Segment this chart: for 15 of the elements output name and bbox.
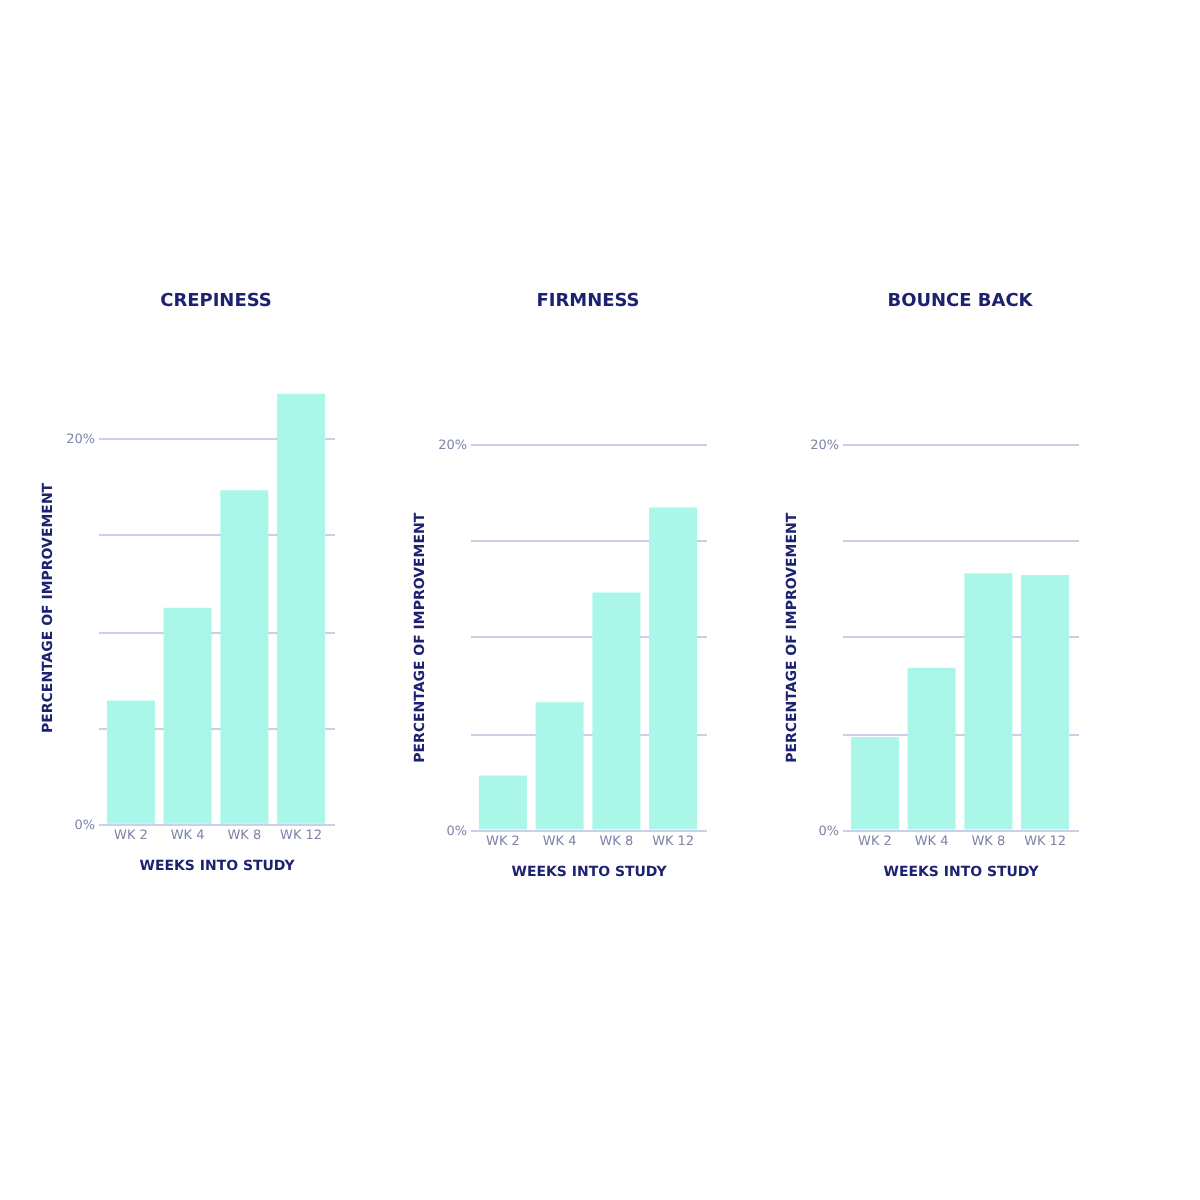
bar xyxy=(106,700,155,824)
bar xyxy=(964,573,1013,830)
chart-title: BOUNCE BACK xyxy=(887,291,1035,312)
bar xyxy=(649,507,698,830)
bar xyxy=(535,702,584,830)
chart-title: FIRMNESS xyxy=(536,291,640,312)
bar xyxy=(907,667,956,830)
bar xyxy=(277,393,326,824)
bar xyxy=(592,592,641,830)
bar xyxy=(1021,575,1070,830)
chart-title: CREPINESS xyxy=(160,291,272,312)
bar xyxy=(478,775,527,830)
bar xyxy=(220,490,269,824)
bar xyxy=(163,607,212,824)
bar xyxy=(850,737,899,830)
